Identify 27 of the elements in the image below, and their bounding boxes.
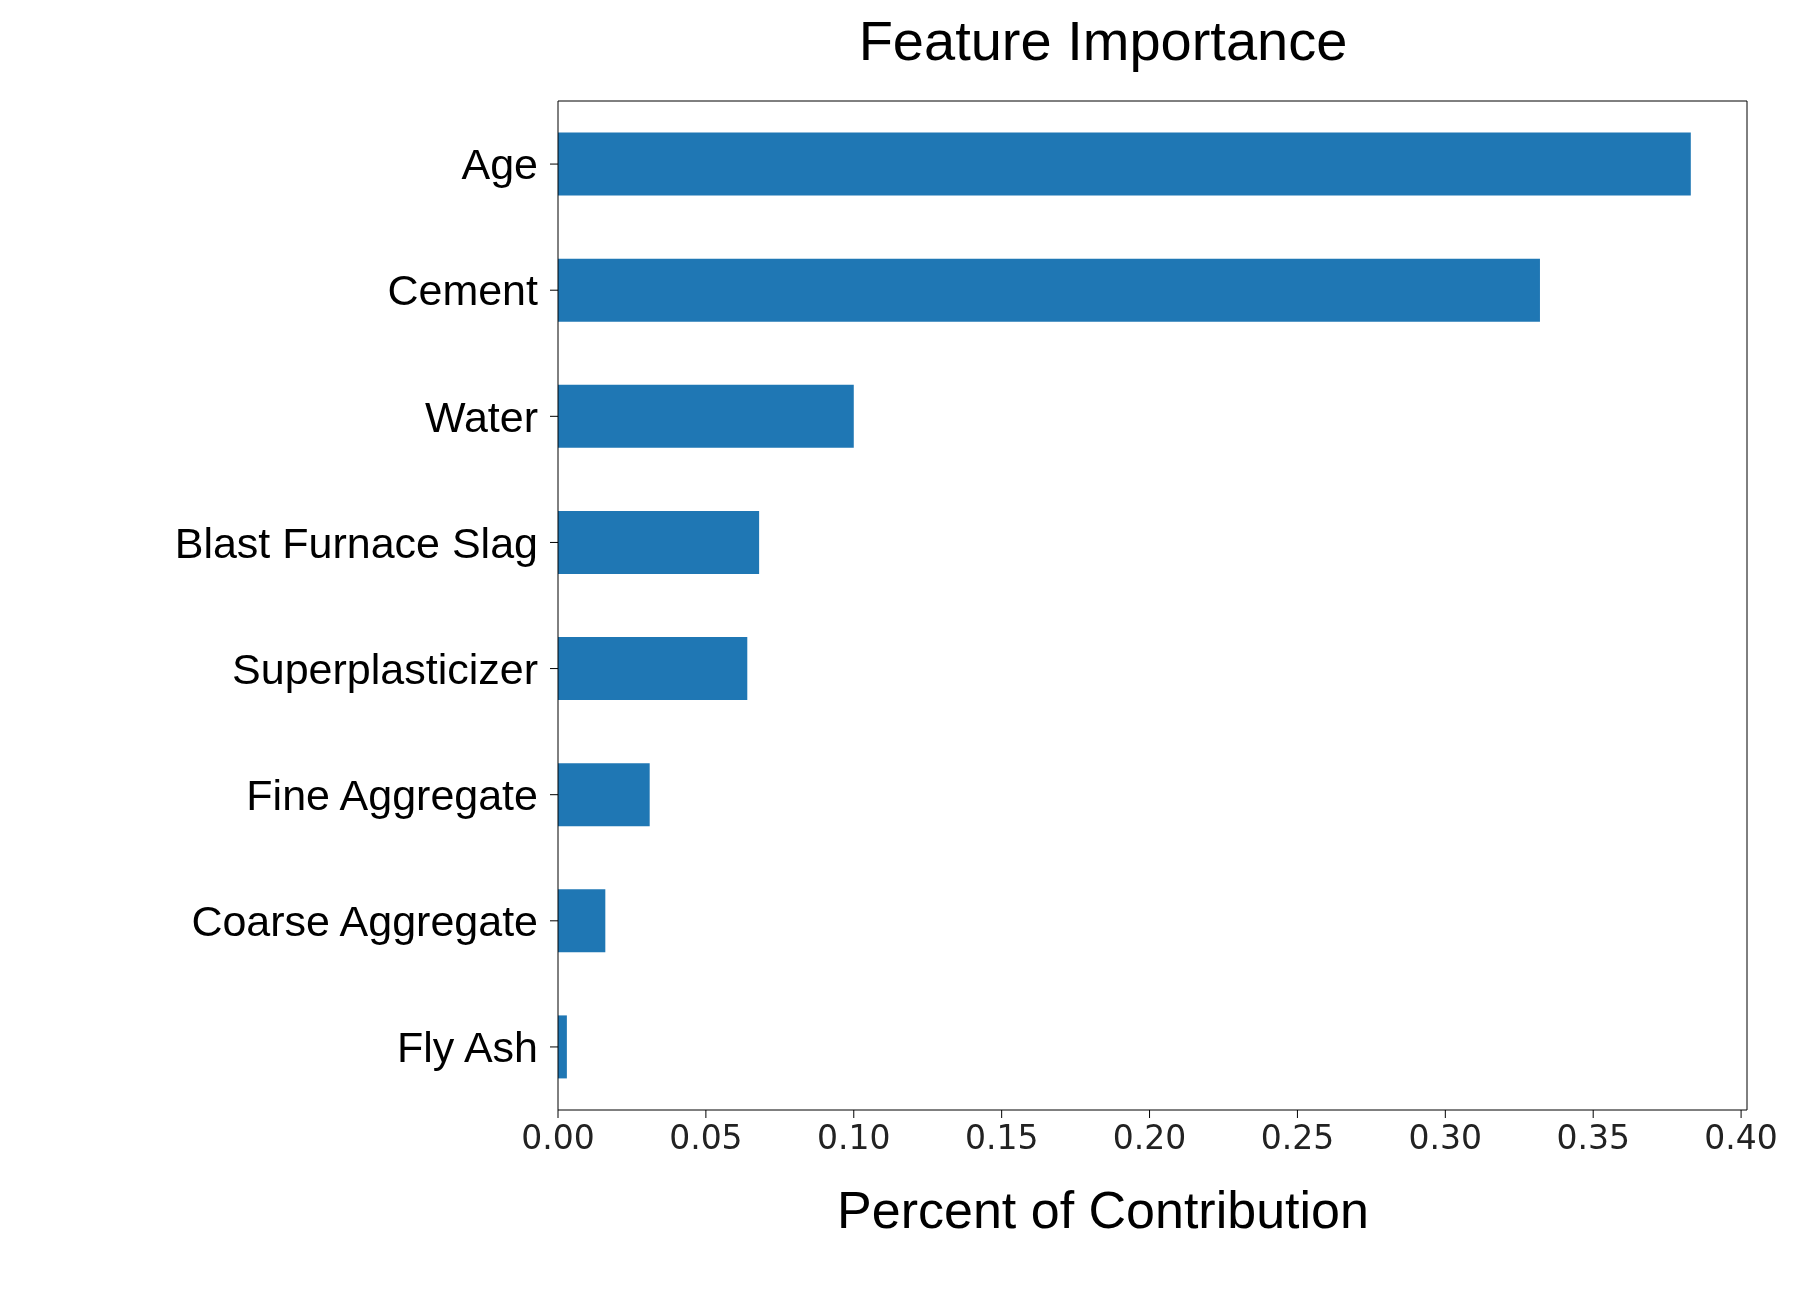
x-tick-label: 0.15 (964, 1118, 1039, 1158)
x-tick-label: 0.25 (1260, 1118, 1335, 1158)
bar (558, 637, 748, 701)
bar (558, 132, 1691, 196)
bar (558, 384, 854, 448)
bar (558, 763, 650, 827)
bar (558, 889, 606, 953)
x-tick-label: 0.30 (1408, 1118, 1483, 1158)
y-tick-label: Cement (387, 266, 539, 315)
bar (558, 258, 1540, 322)
bar (558, 1015, 567, 1079)
y-tick-label: Superplasticizer (232, 644, 538, 693)
x-tick-label: 0.35 (1556, 1118, 1630, 1158)
x-tick-label: 0.40 (1704, 1118, 1778, 1158)
chart-title: Feature Importance (857, 8, 1349, 74)
bar (558, 510, 760, 574)
x-tick-label: 0.00 (521, 1118, 595, 1158)
x-tick-label: 0.05 (669, 1118, 743, 1158)
y-tick-label: Fine Aggregate (246, 770, 538, 819)
y-tick-label: Fly Ash (397, 1023, 538, 1072)
x-tick-label: 0.10 (817, 1118, 891, 1158)
y-tick-label: Water (424, 392, 538, 441)
x-tick-label: 0.20 (1112, 1118, 1187, 1158)
y-tick-label: Coarse Aggregate (191, 897, 538, 946)
y-tick-label: Blast Furnace Slag (174, 518, 538, 567)
y-tick-label: Age (461, 140, 538, 189)
x-axis-title: Percent of Contribution (836, 1180, 1370, 1240)
